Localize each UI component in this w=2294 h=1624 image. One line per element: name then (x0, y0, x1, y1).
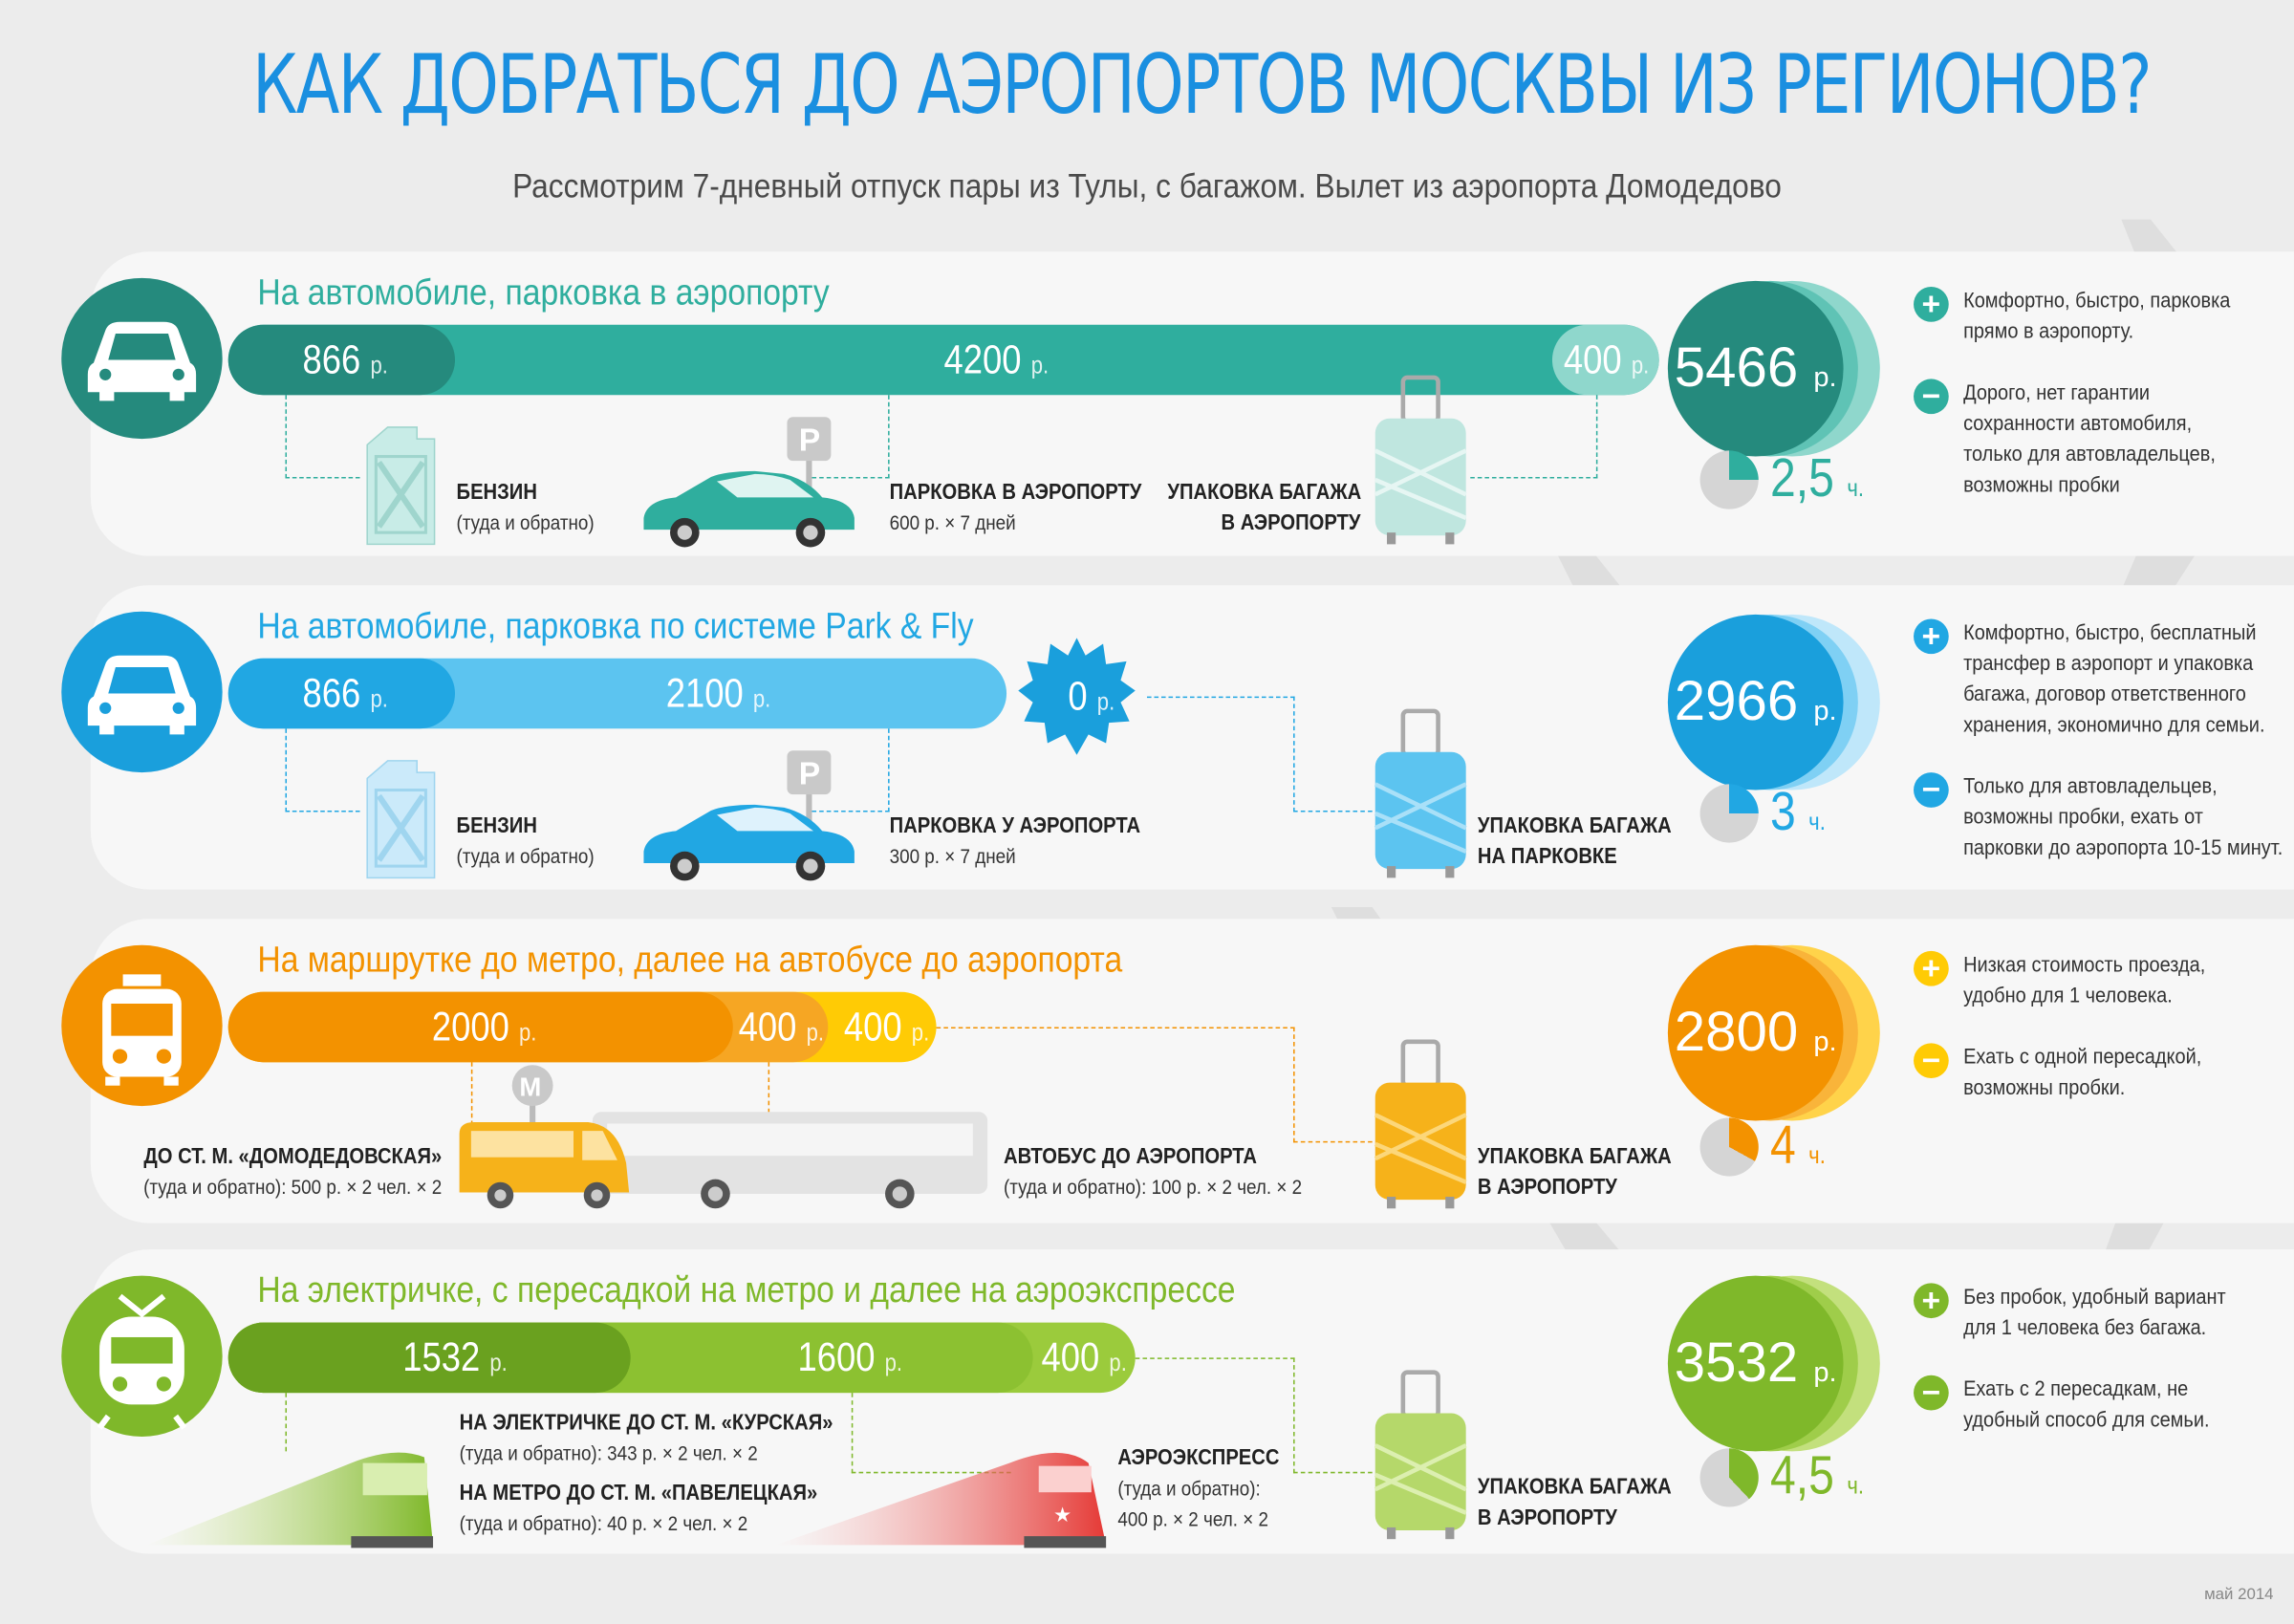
parking-sign-icon: P (787, 417, 832, 490)
parking-sign-icon: P (787, 750, 832, 824)
item-label: БЕНЗИН (туда и обратно) (456, 813, 595, 868)
suitcase-icon (1374, 708, 1467, 878)
cost-bar: 866 р. 2100 р. (227, 658, 1007, 729)
svg-text:M: M (519, 1072, 541, 1101)
item-label: ДО СТ. М. «ДОМОДЕДОВСКАЯ» (туда и обратно… (143, 1143, 443, 1199)
item-label: НА МЕТРО ДО СТ. М. «ПАВЕЛЕЦКАЯ» (туда и о… (459, 1480, 818, 1535)
total-cost: 2800 р. (1667, 944, 1844, 1121)
time-pie-icon (1699, 450, 1759, 509)
item-label: ПАРКОВКА В АЭРОПОРТУ 600 р. × 7 дней (889, 480, 1142, 534)
cons-text: Ехать с одной пересадкой, возможны пробки… (1963, 1046, 2202, 1101)
aeroexpress-train-icon: ★ (775, 1452, 1107, 1548)
cost-value: 866 р. (302, 336, 388, 382)
item-label: УПАКОВКА БАГАЖА В АЭРОПОРТУ (1167, 480, 1362, 536)
free-badge-value: 0 р. (1068, 673, 1115, 719)
minibus-icon (102, 974, 182, 1086)
svg-text:P: P (799, 422, 820, 458)
fuel-canister-icon (366, 760, 436, 879)
item-label: БЕНЗИН (туда и обратно) (456, 480, 595, 534)
metro-sign-icon: M (511, 1065, 553, 1138)
svg-text:★: ★ (1053, 1504, 1071, 1527)
svg-text:P: P (799, 756, 820, 791)
commuter-train-icon (146, 1452, 434, 1548)
suitcase-icon (1374, 1370, 1467, 1540)
route-icon-train (61, 1275, 223, 1438)
cost-segment-commuter (227, 1322, 631, 1394)
cost-segment-minibus (227, 991, 733, 1063)
route-title: На маршрутке до метро, далее на автобусе… (257, 939, 1123, 981)
fuel-canister-icon (366, 426, 436, 546)
cost-bar: 866 р. 4200 р. 400 р. (227, 324, 1659, 396)
suitcase-icon (1374, 375, 1467, 545)
time-pie-icon (1699, 1117, 1759, 1177)
minibus-icon (459, 1121, 630, 1209)
cost-value: 1600 р. (797, 1333, 903, 1380)
route-icon-car (61, 611, 223, 773)
time-pie-icon (1699, 784, 1759, 843)
pros-text: Комфортно, быстро, бесплатный трансфер в … (1963, 621, 2265, 738)
route-title: На автомобиле, парковка по системе Park … (257, 605, 974, 647)
item-label: ПАРКОВКА У АЭРОПОРТА 300 р. × 7 дней (889, 813, 1141, 868)
cost-value: 1532 р. (402, 1333, 508, 1380)
pros-text: Комфортно, быстро, парковка прямо в аэроп… (1963, 290, 2231, 344)
bus-icon (592, 1112, 988, 1209)
parked-car-icon (643, 470, 855, 548)
total-cost: 5466 р. (1667, 280, 1844, 457)
total-cost: 2966 р. (1667, 614, 1844, 790)
parked-car-icon (643, 804, 855, 881)
travel-time: 3 ч. (1770, 781, 1826, 842)
cost-segment-fuel (227, 658, 456, 729)
cost-value: 400 р. (738, 1003, 825, 1050)
pros-icon: + (1914, 950, 1949, 986)
item-label: НА ЭЛЕКТРИЧКЕ ДО СТ. М. «КУРСКАЯ» (туда и… (459, 1410, 833, 1465)
item-label: УПАКОВКА БАГАЖА В АЭРОПОРТУ (1477, 1474, 1672, 1531)
travel-time: 4 ч. (1770, 1115, 1826, 1176)
cons-icon: − (1914, 379, 1949, 415)
pros-icon: + (1914, 287, 1949, 322)
pros-icon: + (1914, 618, 1949, 655)
cost-bar: 1532 р. 1600 р. 400 р. (227, 1322, 1136, 1394)
cons-icon: − (1914, 1375, 1949, 1411)
train-icon (97, 1293, 187, 1430)
car-icon (87, 321, 197, 401)
cost-bar: 2000 р. 400 р. 400 р. (227, 991, 937, 1063)
route-title: На автомобиле, парковка в аэропорту (257, 271, 830, 314)
car-icon (87, 655, 197, 735)
cons-text: Дорого, нет гарантии сохранности автомоби… (1963, 381, 2216, 498)
item-label: УПАКОВКА БАГАЖА В АЭРОПОРТУ (1477, 1143, 1672, 1201)
footer-date: май 2014 (2204, 1586, 2274, 1604)
time-pie-icon (1699, 1448, 1759, 1507)
free-badge-icon (1018, 638, 1136, 755)
item-label: АВТОБУС ДО АЭРОПОРТА (туда и обратно): 10… (1003, 1143, 1303, 1199)
pros-text: Низкая стоимость проезда, удобно для 1 че… (1963, 953, 2206, 1008)
cost-value: 2100 р. (665, 670, 771, 716)
suitcase-icon (1374, 1039, 1467, 1209)
cons-icon: − (1914, 1043, 1949, 1079)
route-icon-car (61, 277, 223, 440)
total-cost: 3532 р. (1667, 1275, 1844, 1452)
cost-segment-luggage (1551, 324, 1659, 396)
item-label: УПАКОВКА БАГАЖА НА ПАРКОВКЕ (1477, 813, 1672, 870)
travel-time: 4,5 ч. (1770, 1445, 1865, 1505)
cons-text: Только для автовладельцев, возможны пробк… (1963, 775, 2283, 860)
travel-time: 2,5 ч. (1770, 447, 1865, 509)
cost-value: 400 р. (843, 1003, 930, 1050)
cons-icon: − (1914, 772, 1949, 808)
route-icon-minibus (61, 944, 223, 1107)
cost-value: 2000 р. (431, 1003, 537, 1050)
pros-text: Без пробок, удобный вариант для 1 человек… (1963, 1286, 2226, 1341)
cost-value: 400 р. (1563, 336, 1650, 382)
cost-value: 866 р. (302, 670, 388, 716)
cost-value: 400 р. (1041, 1333, 1127, 1380)
pros-icon: + (1914, 1283, 1949, 1319)
item-label: АЭРОЭКСПРЕСС (туда и обратно): 400 р. × 2 … (1117, 1445, 1280, 1531)
page-subtitle: Рассмотрим 7-дневный отпуск пары из Тулы… (512, 166, 1782, 206)
cost-segment-fuel (227, 324, 456, 396)
route-title: На электричке, с пересадкой на метро и д… (257, 1269, 1236, 1311)
cost-value: 4200 р. (943, 336, 1050, 382)
page-title: КАК ДОБРАТЬСЯ ДО АЭРОПОРТОВ МОСКВЫ ИЗ РЕ… (251, 37, 2153, 134)
cons-text: Ехать с 2 пересадкам, не удобный способ д… (1963, 1377, 2210, 1433)
